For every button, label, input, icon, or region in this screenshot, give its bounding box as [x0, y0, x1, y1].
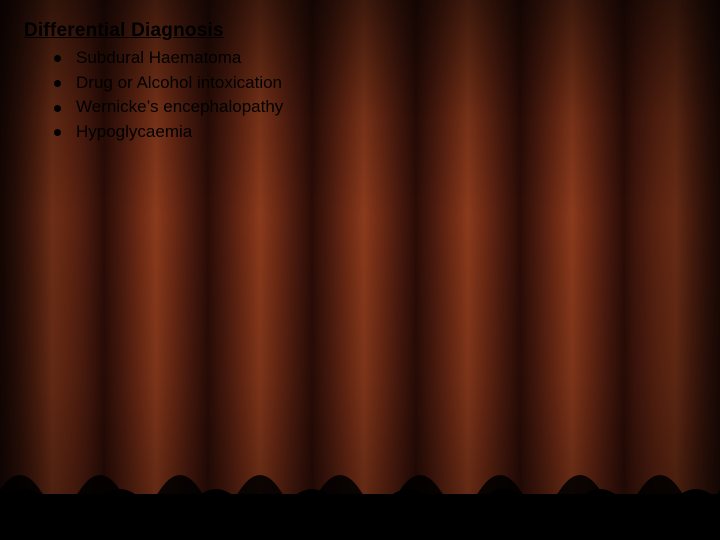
list-item: Hypoglycaemia: [54, 120, 696, 145]
list-item: Subdural Haematoma: [54, 46, 696, 71]
bullet-icon: [54, 80, 61, 87]
bullet-list: Subdural Haematoma Drug or Alcohol intox…: [24, 46, 696, 145]
bullet-icon: [54, 55, 61, 62]
slide-title: Differential Diagnosis: [24, 20, 696, 42]
list-item: Wernicke’s encephalopathy: [54, 95, 696, 120]
slide-content: Differential Diagnosis Subdural Haematom…: [24, 20, 696, 145]
list-item: Drug or Alcohol intoxication: [54, 71, 696, 96]
bullet-icon: [54, 129, 61, 136]
list-item-label: Wernicke’s encephalopathy: [76, 97, 283, 116]
list-item-label: Hypoglycaemia: [76, 122, 192, 141]
list-item-label: Subdural Haematoma: [76, 48, 241, 67]
list-item-label: Drug or Alcohol intoxication: [76, 73, 282, 92]
bullet-icon: [54, 105, 61, 112]
stage-floor: [0, 494, 720, 540]
